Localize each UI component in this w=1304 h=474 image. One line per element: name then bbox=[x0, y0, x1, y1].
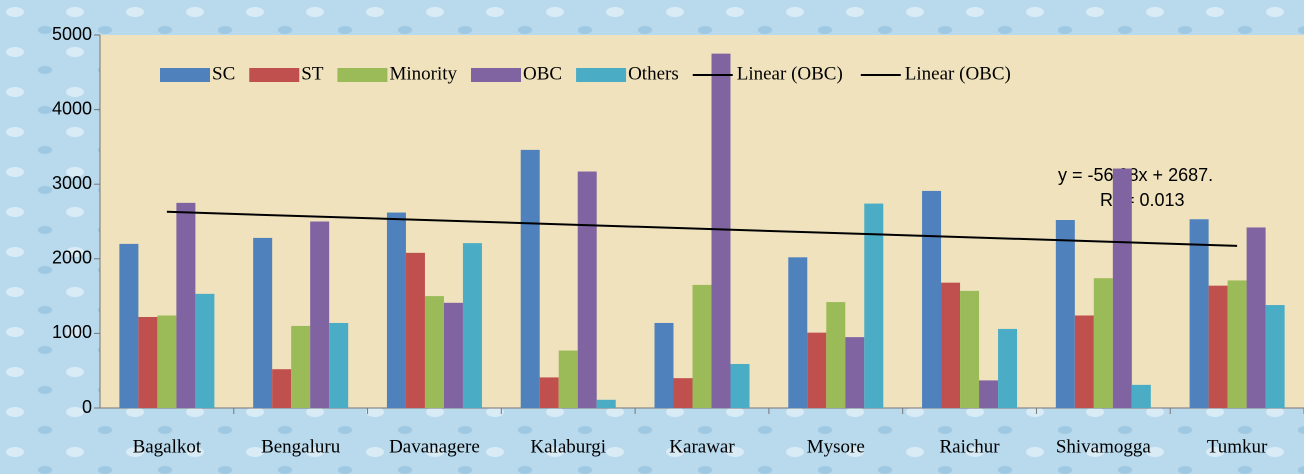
bar bbox=[443, 302, 463, 408]
bar bbox=[119, 243, 139, 408]
legend-label: ST bbox=[301, 63, 324, 84]
bar bbox=[176, 202, 196, 408]
y-tick-label: 1000 bbox=[52, 322, 92, 342]
x-tick-label: Shivamogga bbox=[1056, 436, 1152, 457]
bar bbox=[405, 252, 425, 408]
bar bbox=[539, 377, 559, 408]
bar bbox=[807, 332, 827, 408]
legend-swatch bbox=[337, 68, 388, 82]
legend-label: SC bbox=[212, 63, 235, 84]
x-tick-label: Kalaburgi bbox=[530, 436, 606, 457]
bar bbox=[730, 363, 750, 408]
bar bbox=[195, 293, 215, 408]
bar bbox=[272, 369, 292, 408]
bar bbox=[788, 257, 808, 408]
bar bbox=[692, 284, 712, 408]
legend-label: OBC bbox=[523, 63, 562, 84]
legend-swatch bbox=[249, 68, 300, 82]
bar bbox=[960, 290, 980, 408]
bar bbox=[864, 203, 884, 408]
bar bbox=[310, 221, 330, 408]
bar bbox=[1131, 384, 1151, 408]
trendline bbox=[166, 210, 1238, 247]
y-tick-label: 2000 bbox=[52, 248, 92, 268]
y-tick-label: 5000 bbox=[52, 24, 92, 44]
bar bbox=[654, 322, 674, 408]
bar bbox=[711, 53, 731, 409]
x-tick-label: Bagalkot bbox=[133, 436, 202, 457]
bar bbox=[462, 243, 482, 408]
bar bbox=[291, 325, 311, 408]
bar bbox=[577, 171, 597, 408]
bar bbox=[1093, 278, 1113, 408]
bar bbox=[253, 237, 273, 408]
legend-swatch bbox=[160, 68, 210, 82]
bar bbox=[1246, 227, 1266, 408]
bar bbox=[596, 399, 616, 408]
bar bbox=[157, 315, 177, 408]
trend-r2: R² = 0.013 bbox=[1100, 190, 1185, 210]
bar bbox=[845, 337, 865, 408]
bar bbox=[1227, 280, 1247, 408]
bar bbox=[520, 149, 540, 408]
bar bbox=[1208, 285, 1228, 408]
y-tick-label: 3000 bbox=[52, 173, 92, 193]
bar bbox=[979, 380, 999, 408]
bar bbox=[424, 296, 444, 408]
x-tick-label: Bengaluru bbox=[261, 436, 341, 457]
bar bbox=[329, 322, 349, 408]
bar bbox=[1265, 305, 1285, 408]
legend-label: Linear (OBC) bbox=[905, 63, 1011, 84]
bar bbox=[1074, 315, 1094, 408]
legend-label: Minority bbox=[389, 63, 457, 84]
y-tick-label: 0 bbox=[82, 397, 92, 417]
legend-label: Linear (OBC) bbox=[737, 63, 843, 84]
x-tick-label: Tumkur bbox=[1207, 436, 1268, 457]
bar bbox=[386, 212, 406, 408]
y-tick-label: 4000 bbox=[52, 98, 92, 118]
x-tick-label: Mysore bbox=[807, 436, 865, 457]
legend-swatch bbox=[471, 68, 521, 82]
x-tick-label: Raichur bbox=[939, 436, 1000, 457]
bar bbox=[941, 282, 961, 408]
trend-equation: y = -56.98x + 2687. bbox=[1058, 165, 1213, 185]
legend-label: Others bbox=[628, 63, 679, 84]
bar bbox=[826, 302, 846, 408]
bar bbox=[1189, 219, 1209, 408]
bar bbox=[558, 350, 578, 408]
legend-swatch bbox=[576, 68, 627, 82]
bar bbox=[998, 328, 1018, 408]
bar bbox=[1055, 220, 1075, 408]
x-tick-label: Karawar bbox=[669, 436, 735, 457]
bar bbox=[673, 378, 693, 408]
bar bbox=[138, 316, 158, 408]
bar bbox=[922, 190, 942, 408]
x-tick-label: Davanagere bbox=[389, 436, 480, 457]
bar bbox=[1112, 168, 1132, 408]
